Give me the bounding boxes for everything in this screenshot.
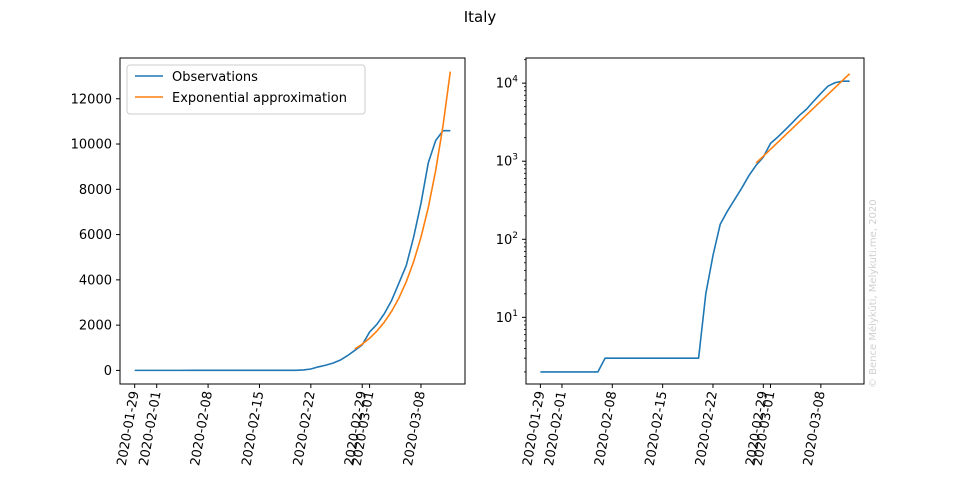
left-y-tick-label: 6000 bbox=[79, 228, 112, 243]
left-y-tick-label: 8000 bbox=[79, 183, 112, 198]
legend-label-observations: Observations bbox=[172, 70, 258, 85]
legend-box bbox=[126, 64, 366, 115]
left-chart-frame bbox=[119, 57, 466, 385]
left-series-approximation-line bbox=[354, 71, 452, 350]
left-y-tick-label: 4000 bbox=[79, 273, 112, 288]
left-y-tick-label: 2000 bbox=[79, 319, 112, 334]
left-series-observations-line bbox=[134, 129, 451, 372]
left-x-tick-label: 2020-03-08 bbox=[401, 390, 429, 467]
right-x-tick-label: 2020-03-08 bbox=[801, 390, 829, 467]
legend: Observations Exponential approximation bbox=[126, 64, 366, 115]
right-x-tick-label: 2020-02-22 bbox=[693, 390, 721, 467]
watermark: © Bence Mélykúti, Melykuti.me, 2020 bbox=[867, 199, 879, 388]
left-chart-plot-area bbox=[134, 71, 452, 372]
left-x-tick-label: 2020-02-08 bbox=[188, 390, 216, 467]
right-chart-plot-area bbox=[540, 73, 851, 373]
left-y-tick-label: 0 bbox=[104, 364, 112, 379]
right-y-tick-label: 102 bbox=[496, 231, 518, 248]
left-x-tick-label: 2020-02-22 bbox=[291, 390, 319, 467]
left-y-tick-label: 10000 bbox=[71, 138, 112, 153]
right-series-observations-line bbox=[540, 80, 850, 373]
right-series-approximation-line bbox=[755, 73, 851, 164]
right-x-tick-label: 2020-02-15 bbox=[643, 390, 671, 467]
right-y-tick-label: 101 bbox=[496, 309, 518, 326]
right-y-tick-label: 104 bbox=[496, 75, 519, 92]
right-y-tick-label: 103 bbox=[496, 153, 518, 170]
left-y-tick-label: 12000 bbox=[71, 92, 112, 107]
right-chart-frame bbox=[525, 57, 865, 385]
left-x-tick-label: 2020-02-15 bbox=[240, 390, 268, 467]
figure-title: Italy bbox=[464, 8, 497, 26]
legend-label-approximation: Exponential approximation bbox=[172, 91, 347, 106]
right-x-tick-label: 2020-02-08 bbox=[592, 390, 620, 467]
